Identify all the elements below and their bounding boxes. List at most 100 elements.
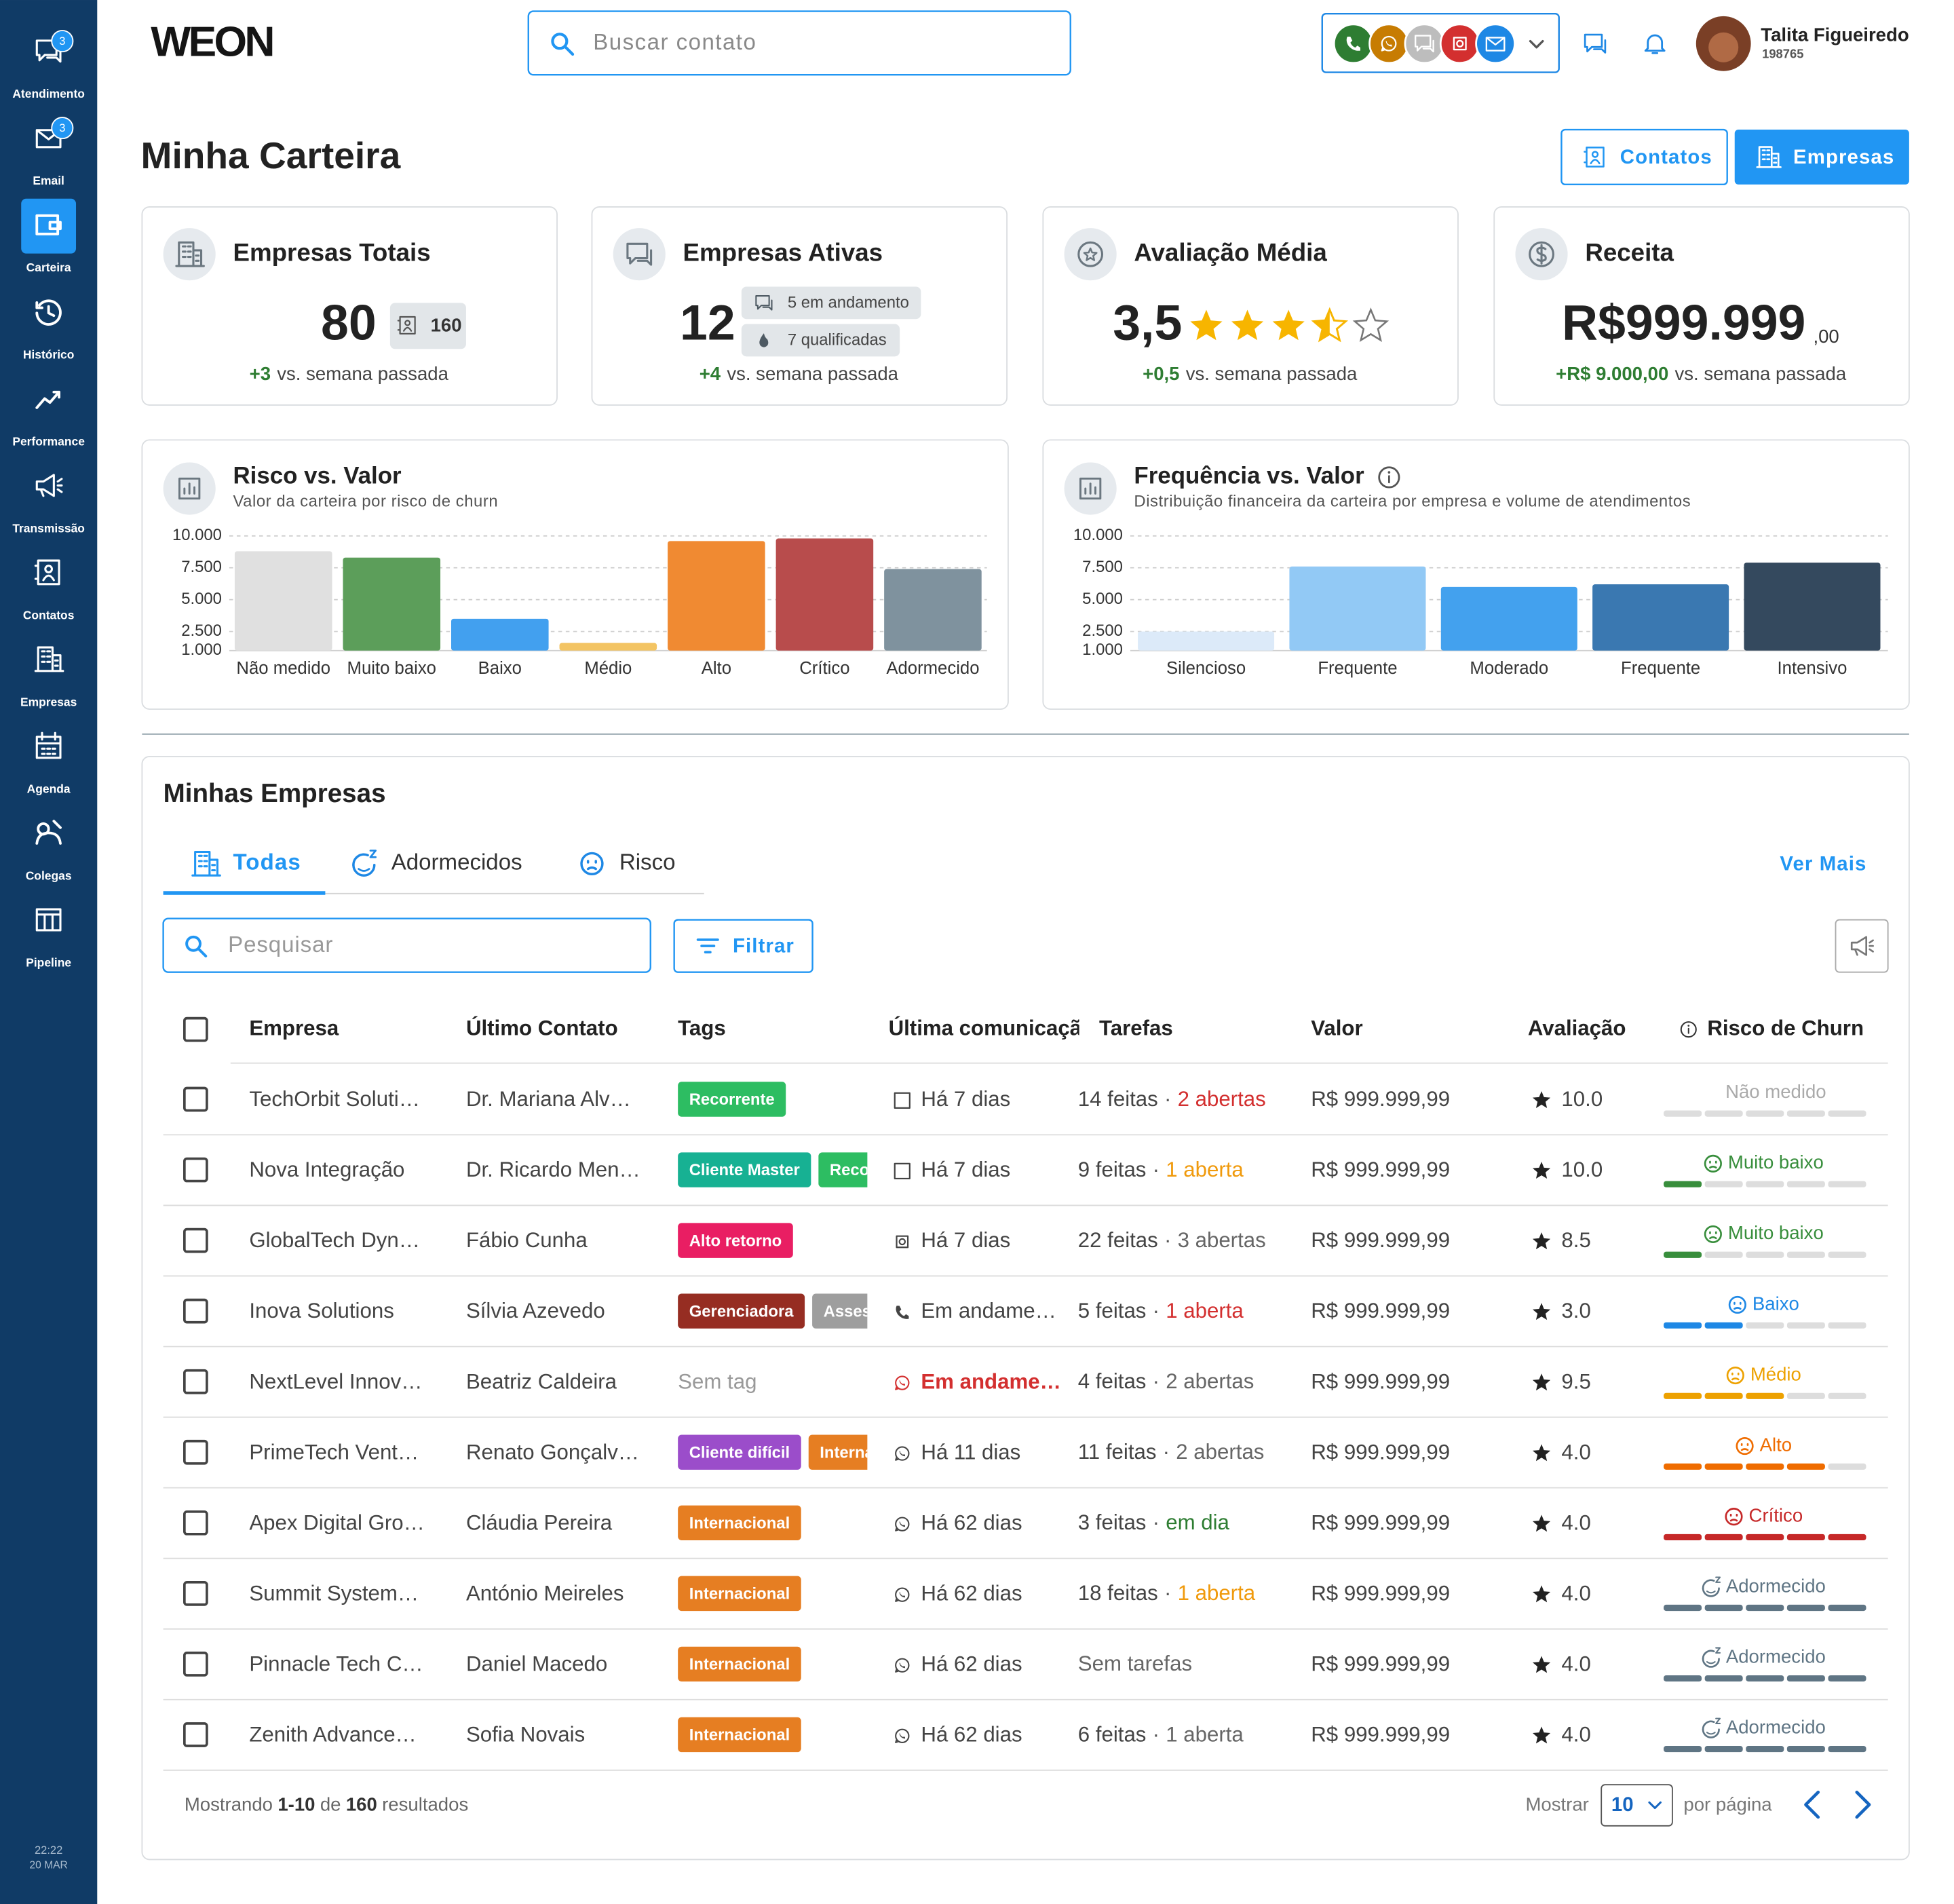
page-size-suffix: por página xyxy=(1683,1794,1772,1815)
tab[interactable]: Todas xyxy=(191,850,301,877)
tasks: 5 feitas · 1 aberta xyxy=(1078,1299,1244,1322)
checkbox[interactable] xyxy=(183,1227,208,1253)
next-page[interactable] xyxy=(1855,1790,1871,1819)
icon-part xyxy=(185,935,208,957)
nav-item[interactable]: 3 Email xyxy=(33,117,74,187)
nav-item[interactable]: Agenda xyxy=(27,731,71,795)
company-rating: 4.0 xyxy=(1561,1652,1590,1676)
delta-value: +R$ 9.000,00 xyxy=(1556,363,1668,384)
card-icon-bg xyxy=(163,228,216,281)
icon-part xyxy=(34,559,60,586)
nav-item[interactable]: Performance xyxy=(12,390,85,449)
icon xyxy=(35,390,60,409)
nav-item[interactable]: Carteira xyxy=(21,198,77,274)
x-tick-label: Não medido xyxy=(236,659,330,678)
churn-segment xyxy=(1786,1534,1825,1541)
checkbox[interactable] xyxy=(183,1581,208,1606)
column-header: Empresa xyxy=(249,1016,339,1040)
channel-icon xyxy=(1368,23,1409,64)
tag-label: Gerenciadora xyxy=(689,1302,794,1320)
icon xyxy=(185,935,208,957)
button[interactable]: Empresas xyxy=(1734,130,1909,185)
checkbox[interactable] xyxy=(183,1086,208,1112)
icon-part xyxy=(1715,1647,1721,1654)
button-frame xyxy=(1734,130,1909,185)
icon-part xyxy=(1644,34,1666,54)
rating-icon xyxy=(1532,1656,1551,1673)
checkbox[interactable] xyxy=(183,1369,208,1394)
button-frame xyxy=(1835,919,1889,973)
x-tick-label: Crítico xyxy=(799,659,849,678)
churn-label: Médio xyxy=(1750,1363,1801,1384)
button[interactable]: Filtrar xyxy=(673,919,813,973)
icon-part xyxy=(1715,1576,1721,1583)
column-header: Risco de Churn xyxy=(1707,1016,1864,1040)
nav-item[interactable]: Colegas xyxy=(26,820,72,882)
icon-part xyxy=(899,1733,905,1739)
kpi-title: Receita xyxy=(1585,238,1674,266)
checkbox[interactable] xyxy=(183,1157,208,1183)
kpi-delta: +0,5 vs. semana passada xyxy=(1143,363,1358,384)
tags: Gerenciadora Assess xyxy=(678,1293,868,1329)
nav-label: Histórico xyxy=(23,347,75,361)
churn-segment xyxy=(1746,1746,1784,1753)
checkbox[interactable] xyxy=(183,1652,208,1677)
icon xyxy=(1529,39,1544,49)
bar xyxy=(1138,631,1275,651)
tag-label: Recor xyxy=(830,1161,876,1179)
icon-part xyxy=(1648,1801,1662,1810)
checkbox[interactable] xyxy=(183,1016,208,1042)
nav-label: Colegas xyxy=(26,869,72,882)
checkbox[interactable] xyxy=(183,1298,208,1324)
checkbox[interactable] xyxy=(183,1722,208,1747)
churn-label: Adormecido xyxy=(1726,1575,1826,1596)
tab[interactable]: Adormecidos xyxy=(352,850,522,877)
icon-part xyxy=(1804,1790,1820,1819)
bar xyxy=(343,557,441,651)
icon xyxy=(755,295,773,311)
nav-label: Empresas xyxy=(20,695,77,708)
user-id: 198765 xyxy=(1762,47,1803,61)
nav-item[interactable]: Pipeline xyxy=(26,908,71,969)
icon-part xyxy=(1453,37,1467,51)
icon xyxy=(1736,1437,1754,1455)
nav-item[interactable]: Contatos xyxy=(23,559,75,622)
page-size-select[interactable]: 10 xyxy=(1601,1784,1673,1827)
button-frame xyxy=(673,919,813,973)
nav-label: Email xyxy=(33,174,64,187)
company-rating: 9.5 xyxy=(1561,1369,1590,1393)
icon-part xyxy=(35,299,62,326)
tag-label: Cliente difícil xyxy=(689,1443,790,1462)
company-value: R$ 999.999,99 xyxy=(1311,1723,1450,1747)
bar xyxy=(559,643,657,651)
ver-mais-link[interactable]: Ver Mais xyxy=(1780,852,1866,875)
channel-icon xyxy=(1439,23,1480,64)
kpi-value: 80 xyxy=(321,294,377,351)
tasks: 22 feitas · 3 abertas xyxy=(1078,1228,1266,1252)
tab[interactable]: Risco xyxy=(580,850,675,875)
icon-part xyxy=(580,852,604,875)
icon-button[interactable] xyxy=(1835,919,1889,973)
nav-badge xyxy=(51,30,74,53)
icon xyxy=(1756,146,1782,168)
icon-part xyxy=(894,1162,911,1180)
nav-item[interactable]: Histórico xyxy=(23,299,75,361)
nav-label: Pipeline xyxy=(26,955,71,969)
column-header: Última comunicação xyxy=(889,1015,1095,1040)
search-box[interactable] xyxy=(527,10,1071,76)
checkbox[interactable] xyxy=(183,1439,208,1465)
prev-page[interactable] xyxy=(1804,1790,1820,1819)
contact-name: Renato Gonçalv… xyxy=(466,1440,639,1464)
tasks-open: 2 abertas xyxy=(1178,1087,1266,1111)
nav-item[interactable]: Empresas xyxy=(20,646,77,708)
search-box[interactable] xyxy=(162,917,651,973)
tags: Cliente difícil Interna xyxy=(678,1434,868,1470)
checkbox[interactable] xyxy=(183,1510,208,1536)
button[interactable]: Contatos xyxy=(1560,128,1728,186)
nav-item[interactable]: 3 Atendimento xyxy=(12,30,85,100)
churn-label: Adormecido xyxy=(1726,1646,1826,1667)
y-tick-label: 1.000 xyxy=(1082,641,1123,659)
bar xyxy=(234,551,332,651)
summary-part: de xyxy=(320,1794,341,1815)
nav-item[interactable]: Transmissão xyxy=(12,474,85,535)
